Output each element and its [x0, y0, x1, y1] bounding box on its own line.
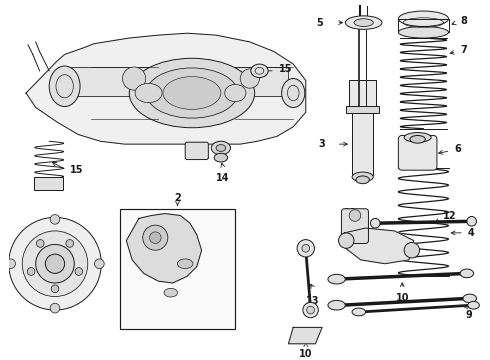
Circle shape [22, 231, 88, 297]
Text: 4: 4 [468, 228, 474, 238]
Bar [34, 177, 63, 190]
Circle shape [240, 69, 260, 88]
Ellipse shape [129, 58, 255, 128]
Text: 3: 3 [318, 139, 325, 149]
Circle shape [467, 216, 476, 226]
Circle shape [36, 244, 74, 283]
Ellipse shape [177, 259, 193, 269]
Polygon shape [126, 213, 201, 283]
Ellipse shape [146, 68, 238, 118]
Circle shape [404, 243, 419, 258]
Ellipse shape [251, 64, 268, 78]
Ellipse shape [468, 301, 479, 309]
Ellipse shape [216, 145, 226, 151]
Text: 11: 11 [344, 208, 358, 219]
Bar [62, 67, 289, 96]
Polygon shape [344, 228, 414, 264]
Circle shape [143, 225, 168, 250]
Ellipse shape [352, 172, 373, 182]
Circle shape [297, 240, 315, 257]
Text: 14: 14 [216, 173, 230, 183]
Ellipse shape [404, 132, 431, 142]
Ellipse shape [398, 11, 448, 27]
Bar [120, 209, 235, 329]
Text: 5: 5 [317, 18, 323, 28]
FancyBboxPatch shape [342, 209, 368, 243]
Text: 10: 10 [395, 293, 409, 303]
Circle shape [27, 267, 35, 275]
Circle shape [50, 303, 60, 313]
Circle shape [75, 267, 83, 275]
Circle shape [36, 240, 44, 247]
Ellipse shape [345, 16, 382, 30]
Ellipse shape [352, 308, 366, 316]
Circle shape [66, 240, 74, 247]
Ellipse shape [225, 84, 246, 102]
Ellipse shape [135, 84, 162, 103]
Text: 13: 13 [306, 296, 319, 306]
Circle shape [349, 210, 361, 221]
Circle shape [307, 306, 315, 314]
Ellipse shape [356, 176, 369, 184]
Circle shape [303, 302, 318, 318]
Bar [349, 81, 376, 108]
Ellipse shape [460, 269, 474, 278]
Circle shape [9, 217, 101, 310]
Text: 1: 1 [42, 291, 49, 301]
Text: 15: 15 [70, 165, 83, 175]
Circle shape [149, 232, 161, 243]
FancyBboxPatch shape [398, 135, 437, 170]
Text: 10: 10 [299, 348, 313, 359]
Bar [346, 105, 379, 113]
Text: 7: 7 [460, 45, 467, 55]
Polygon shape [289, 327, 322, 344]
Ellipse shape [463, 294, 476, 303]
FancyBboxPatch shape [185, 142, 208, 159]
Circle shape [50, 215, 60, 224]
Text: 12: 12 [443, 211, 456, 221]
Ellipse shape [214, 153, 228, 162]
Circle shape [370, 219, 380, 228]
Ellipse shape [354, 19, 373, 27]
Ellipse shape [328, 300, 345, 310]
Text: 6: 6 [454, 144, 461, 154]
Circle shape [6, 259, 16, 269]
Text: 2: 2 [174, 193, 181, 203]
Circle shape [95, 259, 104, 269]
Ellipse shape [398, 27, 448, 38]
Circle shape [339, 233, 354, 248]
Circle shape [302, 244, 310, 252]
Text: 8: 8 [460, 16, 467, 26]
Circle shape [51, 285, 59, 293]
Ellipse shape [282, 78, 305, 108]
Ellipse shape [49, 66, 80, 107]
Ellipse shape [328, 274, 345, 284]
Text: 15: 15 [279, 64, 292, 74]
Bar [352, 112, 373, 175]
Ellipse shape [163, 77, 221, 109]
Polygon shape [26, 33, 306, 144]
Text: 9: 9 [466, 310, 473, 320]
Ellipse shape [211, 141, 230, 155]
Ellipse shape [164, 288, 177, 297]
Circle shape [122, 67, 146, 90]
Circle shape [46, 254, 65, 273]
Ellipse shape [410, 135, 425, 143]
